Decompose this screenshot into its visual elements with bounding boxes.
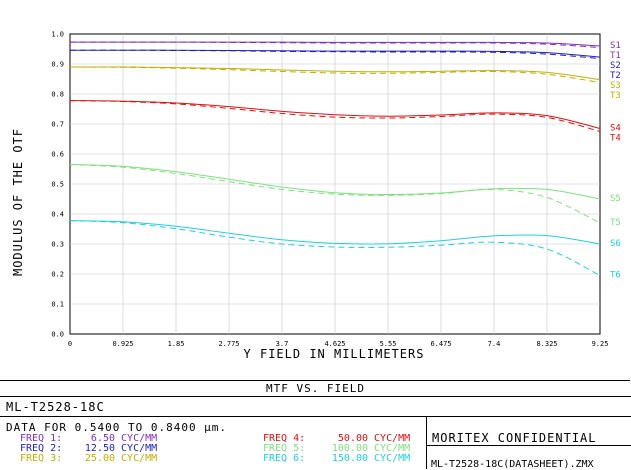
series-label-s3: S3	[610, 81, 621, 91]
frequency-entry: FREQ 6: 150.00 CYC/MM	[263, 454, 410, 464]
series-label-s2: S2	[610, 61, 621, 71]
x-tick-label: 4.625	[324, 340, 345, 348]
confidential-label: MORITEX CONFIDENTIAL	[432, 431, 597, 445]
series-line-t2	[69, 49, 601, 60]
y-tick-label: 0.8	[51, 91, 64, 99]
y-tick-label: 0.6	[51, 151, 64, 159]
x-tick-label: 2.775	[218, 340, 239, 348]
frequency-label: FREQ 1:	[20, 433, 63, 444]
y-tick-label: 0.3	[51, 241, 64, 249]
x-tick-label: 0.925	[112, 340, 133, 348]
x-tick-label: 1.85	[168, 340, 185, 348]
x-tick-label: 0	[68, 340, 72, 348]
file-name: ML-T2528-18C(DATASHEET).ZMX	[431, 459, 594, 470]
frequency-entry: FREQ 3: 25.00 CYC/MM	[20, 454, 157, 464]
x-axis-label: Y FIELD IN MILLIMETERS	[244, 347, 425, 361]
series-line-t5	[69, 164, 601, 224]
mtf-chart: 0 0.925 1.85 2.775 3.7 4.625 5.55 6.475 7.4 8.325…	[11, 31, 621, 362]
series-label-t1: T1	[610, 51, 621, 61]
series-label-t5: T5	[610, 218, 621, 228]
chart-series	[69, 41, 601, 276]
series-line-t1	[69, 41, 601, 48]
series-label-t4: T4	[610, 134, 621, 144]
y-tick-label: 0.4	[51, 211, 64, 219]
series-line-t6	[69, 220, 601, 276]
frequency-entry: FREQ 4: 50.00 CYC/MM	[263, 434, 410, 444]
series-line-s4	[69, 100, 601, 129]
y-axis-label: MODULUS OF THE OTF	[11, 128, 25, 276]
frequency-label: FREQ 6:	[263, 453, 306, 464]
axis-ticks: 0 0.925 1.85 2.775 3.7 4.625 5.55 6.475 7.4 8.325…	[51, 31, 608, 349]
frequency-value: 100.00 CYC/MM	[331, 443, 411, 454]
x-tick-label: 9.25	[592, 340, 609, 348]
panel-vertical-divider	[426, 416, 427, 469]
x-tick-label: 5.55	[380, 340, 397, 348]
frequency-label: FREQ 3:	[20, 453, 63, 464]
chart-grid	[69, 33, 601, 335]
series-label-s5: S5	[610, 194, 621, 204]
series-label-s1: S1	[610, 41, 621, 51]
x-tick-label: 6.475	[430, 340, 451, 348]
x-tick-label: 7.4	[488, 340, 501, 348]
frequency-value: 50.00 CYC/MM	[337, 433, 411, 444]
y-tick-label: 0.0	[51, 331, 64, 339]
series-label-t2: T2	[610, 71, 621, 81]
frequency-label: FREQ 2:	[20, 443, 63, 454]
series-line-s5	[69, 164, 601, 200]
frequency-entry: FREQ 2: 12.50 CYC/MM	[20, 444, 157, 454]
y-tick-label: 1.0	[51, 31, 64, 39]
panel-right-divider	[426, 445, 631, 446]
series-label-t6: T6	[610, 271, 621, 281]
y-tick-label: 0.1	[51, 301, 64, 309]
frequency-value: 25.00 CYC/MM	[84, 453, 158, 464]
series-label-s6: S6	[610, 239, 621, 249]
y-tick-label: 0.2	[51, 271, 64, 279]
frequency-value: 6.50 CYC/MM	[90, 433, 158, 444]
y-tick-label: 0.7	[51, 121, 64, 129]
x-tick-label: 8.325	[536, 340, 557, 348]
series-line-t3	[69, 66, 601, 84]
x-tick-label: 3.7	[276, 340, 289, 348]
y-tick-label: 0.9	[51, 61, 64, 69]
frequency-entry: FREQ 5: 100.00 CYC/MM	[263, 444, 410, 454]
frequency-label: FREQ 5:	[263, 443, 306, 454]
series-label-t3: T3	[610, 91, 621, 101]
frequency-value: 150.00 CYC/MM	[331, 453, 411, 464]
frequency-entry: FREQ 1: 6.50 CYC/MM	[20, 434, 157, 444]
frequency-value: 12.50 CYC/MM	[84, 443, 158, 454]
series-label-s4: S4	[610, 124, 621, 134]
data-range: DATA FOR 0.5400 TO 0.8400 µm.	[6, 421, 228, 434]
series-line-t4	[69, 100, 601, 132]
panel-divider	[0, 416, 631, 417]
chart-title: MTF VS. FIELD	[0, 381, 631, 397]
lens-name: ML-T2528-18C	[6, 400, 105, 414]
series-line-s6	[69, 220, 601, 245]
frequency-label: FREQ 4:	[263, 433, 306, 444]
info-panel: MTF VS. FIELD ML-T2528-18C DATA FOR 0.54…	[0, 380, 631, 470]
y-tick-label: 0.5	[51, 181, 64, 189]
